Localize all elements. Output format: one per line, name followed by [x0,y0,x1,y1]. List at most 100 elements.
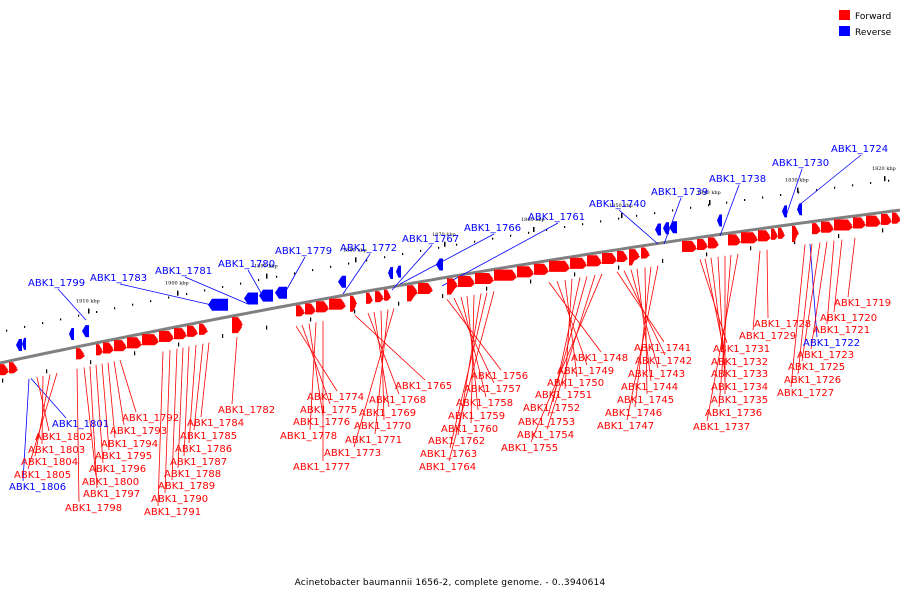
forward-gene-arrow[interactable] [200,327,208,335]
forward-gene-arrow[interactable] [629,253,635,266]
middle-gene-label[interactable]: ABK1_1753 [518,417,575,428]
middle-gene-label[interactable]: ABK1_1778 [280,431,337,442]
left-gene-label[interactable]: ABK1_1794 [101,439,158,450]
reverse-gene-arrow[interactable] [663,222,669,235]
forward-gene-arrow[interactable] [447,282,455,295]
reverse-gene-label[interactable]: ABK1_1772 [340,243,397,254]
middle-gene-label[interactable]: ABK1_1752 [523,403,580,414]
left-gene-label[interactable]: ABK1_1801 [52,419,109,430]
middle-gene-label[interactable]: ABK1_1764 [419,462,476,473]
reverse-gene-label[interactable]: ABK1_1781 [155,266,212,277]
middle-gene-label[interactable]: ABK1_1777 [293,462,350,473]
middle-gene-label[interactable]: ABK1_1754 [517,430,574,441]
right-gene-label[interactable]: ABK1_1720 [820,313,877,324]
reverse-gene-label[interactable]: ABK1_1761 [528,212,585,223]
forward-gene-arrow[interactable] [232,321,242,334]
forward-gene-arrow[interactable] [297,309,305,317]
forward-gene-arrow[interactable] [759,234,771,242]
reverse-gene-arrow[interactable] [69,328,74,340]
middle-gene-label[interactable]: ABK1_1755 [501,443,558,454]
reverse-gene-arrow[interactable] [338,275,346,288]
reverse-gene-arrow[interactable] [717,214,722,227]
forward-gene-arrow[interactable] [495,273,517,281]
middle-gene-label[interactable]: ABK1_1768 [369,395,426,406]
forward-gene-arrow[interactable] [419,287,433,294]
left-gene-label[interactable]: ABK1_1784 [187,418,244,429]
middle-gene-label[interactable]: ABK1_1749 [557,366,614,377]
forward-gene-arrow[interactable] [642,251,650,259]
forward-gene-arrow[interactable] [115,344,127,352]
right-gene-label[interactable]: ABK1_1734 [711,382,768,393]
left-gene-label[interactable]: ABK1_1792 [122,413,179,424]
left-gene-label[interactable]: ABK1_1782 [218,405,275,416]
middle-gene-label[interactable]: ABK1_1759 [448,411,505,422]
middle-gene-label[interactable]: ABK1_1746 [605,408,662,419]
right-gene-label[interactable]: ABK1_1735 [711,395,768,406]
right-gene-label[interactable]: ABK1_1722 [803,338,860,349]
forward-gene-arrow[interactable] [1,368,9,376]
reverse-gene-arrow[interactable] [655,223,661,236]
right-gene-label[interactable]: ABK1_1737 [693,422,750,433]
middle-gene-label[interactable]: ABK1_1774 [307,392,364,403]
middle-gene-label[interactable]: ABK1_1771 [345,435,402,446]
forward-gene-arrow[interactable] [535,267,549,275]
reverse-gene-arrow[interactable] [388,267,393,279]
forward-gene-arrow[interactable] [459,280,475,287]
forward-gene-arrow[interactable] [97,348,103,356]
forward-gene-arrow[interactable] [618,255,628,262]
reverse-gene-arrow[interactable] [259,289,273,302]
reverse-gene-label[interactable]: ABK1_1738 [709,174,766,185]
forward-gene-arrow[interactable] [407,289,415,302]
left-gene-label[interactable]: ABK1_1803 [28,445,85,456]
reverse-gene-arrow[interactable] [244,292,258,305]
middle-gene-label[interactable]: ABK1_1758 [456,398,513,409]
right-gene-label[interactable]: ABK1_1736 [705,408,762,419]
middle-gene-label[interactable]: ABK1_1751 [535,390,592,401]
right-gene-label[interactable]: ABK1_1725 [788,362,845,373]
left-gene-label[interactable]: ABK1_1791 [144,507,201,518]
reverse-gene-label[interactable]: ABK1_1783 [90,273,147,284]
middle-gene-label[interactable]: ABK1_1748 [571,353,628,364]
forward-gene-arrow[interactable] [160,334,174,342]
left-gene-label[interactable]: ABK1_1802 [35,432,92,443]
right-gene-label[interactable]: ABK1_1726 [784,375,841,386]
forward-gene-arrow[interactable] [550,264,570,272]
left-gene-label[interactable]: ABK1_1806 [9,482,66,493]
forward-gene-arrow[interactable] [128,341,142,349]
reverse-gene-label[interactable]: ABK1_1740 [589,199,646,210]
reverse-gene-arrow[interactable] [22,337,26,350]
middle-gene-label[interactable]: ABK1_1773 [324,448,381,459]
reverse-gene-label[interactable]: ABK1_1766 [464,223,521,234]
left-gene-label[interactable]: ABK1_1800 [82,477,139,488]
right-gene-label[interactable]: ABK1_1733 [711,369,768,380]
reverse-gene-label[interactable]: ABK1_1779 [275,246,332,257]
reverse-gene-label[interactable]: ABK1_1730 [772,158,829,169]
forward-gene-arrow[interactable] [104,346,114,354]
reverse-gene-label[interactable]: ABK1_1739 [651,187,708,198]
right-gene-label[interactable]: ABK1_1732 [711,357,768,368]
forward-gene-arrow[interactable] [175,332,187,340]
middle-gene-label[interactable]: ABK1_1769 [359,408,416,419]
left-gene-label[interactable]: ABK1_1795 [95,451,152,462]
forward-gene-arrow[interactable] [77,352,85,360]
forward-gene-arrow[interactable] [683,244,697,252]
right-gene-label[interactable]: ABK1_1721 [813,325,870,336]
left-gene-label[interactable]: ABK1_1805 [14,470,71,481]
middle-gene-label[interactable]: ABK1_1745 [617,395,674,406]
forward-gene-arrow[interactable] [330,302,346,310]
middle-gene-label[interactable]: ABK1_1750 [547,378,604,389]
right-gene-label[interactable]: ABK1_1731 [713,344,770,355]
left-gene-label[interactable]: ABK1_1797 [83,489,140,500]
forward-gene-arrow[interactable] [376,295,384,303]
forward-gene-arrow[interactable] [813,227,821,235]
middle-gene-label[interactable]: ABK1_1765 [395,381,452,392]
right-gene-label[interactable]: ABK1_1723 [797,350,854,361]
reverse-gene-label[interactable]: ABK1_1799 [28,278,85,289]
middle-gene-label[interactable]: ABK1_1762 [428,436,485,447]
forward-gene-arrow[interactable] [835,223,853,231]
forward-gene-arrow[interactable] [588,259,602,267]
reverse-gene-arrow[interactable] [275,286,287,299]
reverse-gene-arrow[interactable] [208,298,228,311]
forward-gene-arrow[interactable] [143,338,159,346]
middle-gene-label[interactable]: ABK1_1744 [621,382,678,393]
